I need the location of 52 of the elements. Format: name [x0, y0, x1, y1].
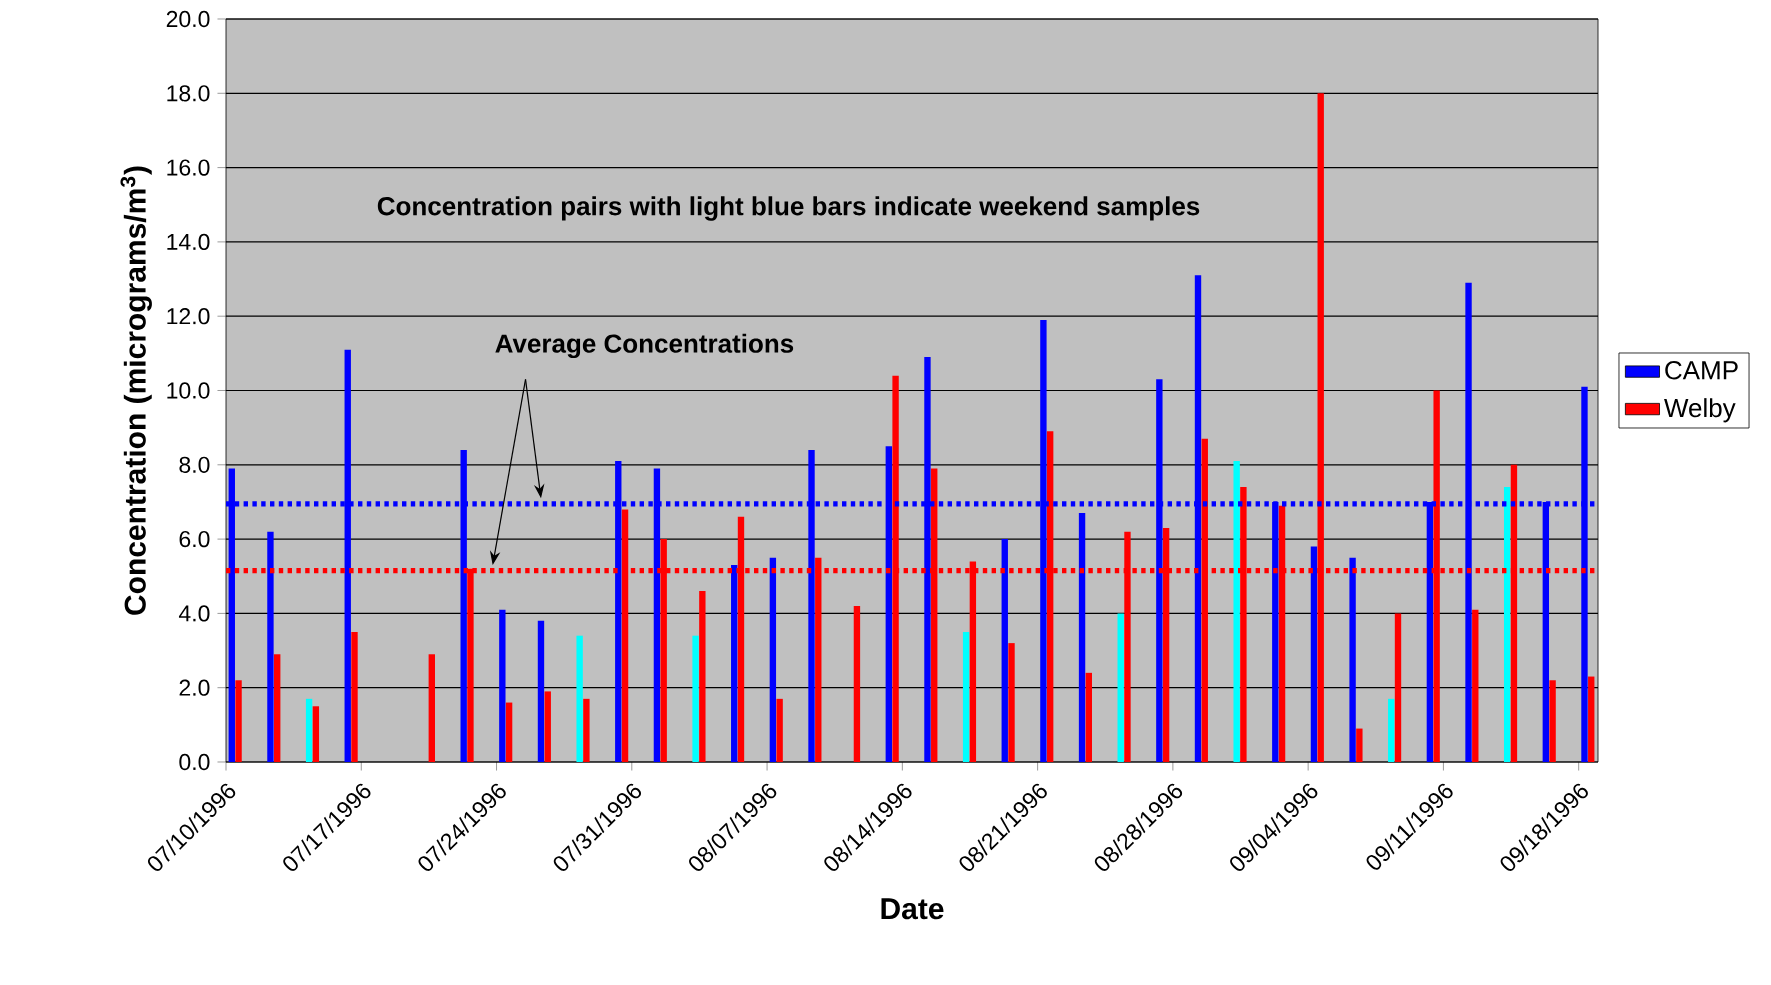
bar	[274, 654, 281, 762]
bar	[505, 702, 513, 762]
y-tick-label: 20.0	[166, 10, 210, 28]
annotation: Concentration pairs with light blue bars indicate weekend samples	[377, 196, 1200, 221]
bar	[853, 605, 861, 762]
bar	[1085, 672, 1092, 762]
bar	[1388, 698, 1395, 762]
bar	[769, 557, 777, 762]
y-tick-label: 4.0	[178, 605, 210, 622]
annotation: Average Concentrations	[495, 333, 794, 359]
bar	[1504, 487, 1511, 762]
bar	[776, 698, 783, 762]
y-tick-label: 6.0	[179, 530, 210, 548]
bar	[1356, 728, 1363, 762]
bar	[312, 706, 320, 762]
y-tick-label: 16.0	[167, 159, 210, 176]
y-tick-label: 2.0	[179, 679, 210, 696]
bar	[267, 531, 274, 762]
bar	[692, 635, 699, 762]
bar	[962, 631, 970, 762]
bar	[576, 635, 583, 762]
legend-label: CAMP	[1665, 360, 1738, 380]
bar	[305, 698, 313, 762]
bar	[731, 565, 738, 762]
y-tick-label: 14.0	[167, 233, 210, 251]
bar	[428, 654, 435, 762]
bar	[544, 691, 551, 762]
y-tick-label: 10.0	[167, 382, 210, 399]
bar	[1394, 613, 1402, 762]
bar	[1117, 613, 1124, 762]
y-tick-label: 0.0	[179, 753, 210, 771]
bar	[1008, 643, 1015, 762]
bar	[351, 631, 358, 762]
bar	[583, 698, 590, 762]
bar	[1588, 676, 1595, 762]
legend-label: Welby	[1664, 398, 1736, 423]
bar	[1078, 513, 1086, 762]
y-tick-label: 8.0	[179, 456, 210, 473]
bar	[537, 620, 545, 762]
y-tick-label: 18.0	[167, 85, 210, 102]
bar	[1549, 680, 1556, 762]
bar	[1310, 546, 1318, 762]
y-tick-label: 12.0	[167, 308, 210, 325]
bar	[499, 609, 506, 762]
bar	[1349, 557, 1356, 762]
bar	[235, 680, 242, 762]
bar	[699, 591, 706, 762]
x-axis-title: Date	[881, 898, 944, 920]
bar	[1001, 539, 1008, 762]
y-axis-title: Concentration (micrograms/m$^{3}$)	[120, 166, 152, 615]
bar	[1472, 609, 1479, 762]
bar	[1233, 461, 1240, 762]
